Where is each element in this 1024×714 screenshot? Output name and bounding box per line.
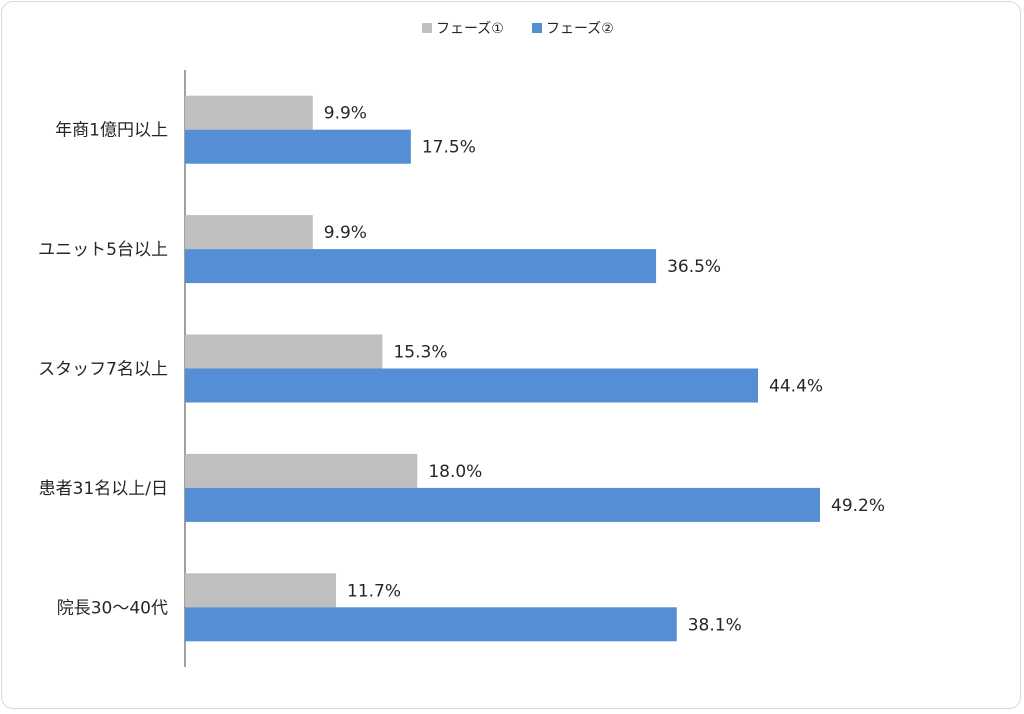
data-label-2-5: 38.1% xyxy=(688,615,742,635)
bar-2-4 xyxy=(185,487,820,522)
data-label-1-3: 15.3% xyxy=(393,343,447,363)
category-label-5: 院長30～40代 xyxy=(57,598,168,618)
data-label-2-4: 49.2% xyxy=(831,496,885,516)
bar-1-3 xyxy=(185,334,383,369)
labels-group: 9.9% 17.5% 年商1億円以上 9.9% 36.5% ユニット5台以上 15.3% 44… xyxy=(38,104,885,636)
data-label-2-2: 36.5% xyxy=(667,257,721,277)
bar-2-5 xyxy=(185,607,677,642)
category-label-3: スタッフ7名以上 xyxy=(38,360,168,380)
bar-1-1 xyxy=(185,95,313,130)
chart-legend: フェーズ① フェーズ② xyxy=(422,21,614,37)
bar-1-4 xyxy=(185,453,418,488)
bars-group xyxy=(185,95,820,642)
bar-2-3 xyxy=(185,368,759,403)
category-label-4: 患者31名以上/日 xyxy=(39,479,168,499)
legend-swatch-1 xyxy=(422,23,432,33)
bar-1-5 xyxy=(185,573,337,608)
category-label-1: 年商1億円以上 xyxy=(55,121,168,141)
legend-label-2: フェーズ② xyxy=(546,21,614,37)
bar-1-2 xyxy=(185,215,313,250)
data-label-2-3: 44.4% xyxy=(769,377,823,397)
category-label-2: ユニット5台以上 xyxy=(38,240,168,260)
data-label-1-5: 11.7% xyxy=(347,581,401,601)
data-label-1-2: 9.9% xyxy=(324,223,367,243)
data-label-1-4: 18.0% xyxy=(428,462,482,482)
data-label-2-1: 17.5% xyxy=(422,138,476,158)
legend-label-1: フェーズ① xyxy=(436,21,504,37)
bar-2-1 xyxy=(185,129,411,164)
bar-2-2 xyxy=(185,249,657,284)
data-label-1-1: 9.9% xyxy=(324,104,367,124)
legend-swatch-2 xyxy=(532,23,542,33)
